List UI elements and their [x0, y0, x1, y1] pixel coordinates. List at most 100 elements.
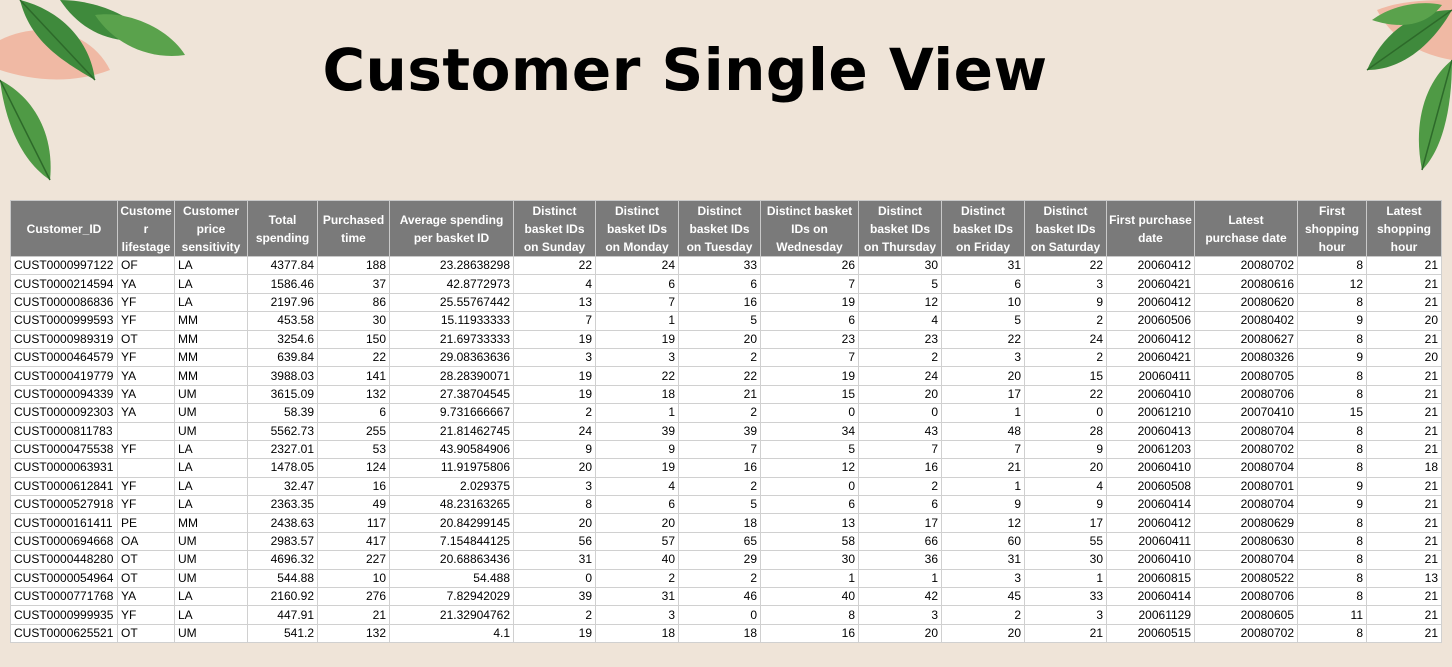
table-cell: 2	[513, 403, 596, 423]
table-cell: 40	[595, 550, 679, 570]
table-cell: 18	[1366, 458, 1442, 478]
table-cell: 3254.6	[247, 329, 318, 349]
table-cell: 7	[760, 274, 859, 294]
table-cell: 20060414	[1106, 587, 1195, 607]
table-cell: CUST0000999935	[10, 605, 118, 625]
table-cell: YA	[117, 403, 175, 423]
table-cell: 20061210	[1106, 403, 1195, 423]
table-cell: LA	[174, 587, 248, 607]
table-cell: 3	[595, 347, 679, 368]
table-row: CUST0000063931 LA 1478.05 124 11.91975806 20 1…	[10, 458, 1442, 478]
table-cell: 39	[513, 587, 596, 607]
table-cell: 9.731666667	[389, 403, 514, 423]
table-cell: 117	[317, 513, 390, 533]
table-cell: 8	[1297, 292, 1367, 313]
table-cell: 20	[678, 329, 761, 349]
table-cell: YF	[117, 311, 175, 331]
table-cell: 20	[1024, 458, 1107, 478]
table-cell: 2	[1024, 347, 1107, 368]
table-cell: 7	[678, 439, 761, 460]
table-cell: 16	[678, 292, 761, 313]
table-cell: YF	[117, 495, 175, 515]
table-cell: 20060815	[1106, 568, 1195, 589]
table-cell: 2	[678, 347, 761, 368]
table-cell: 9	[595, 439, 679, 460]
table-row: CUST0000989319 OT MM 3254.6 150 21.69733333 19…	[10, 329, 1442, 349]
table-cell: 21	[941, 458, 1025, 478]
table-cell: 22	[513, 255, 596, 276]
table-cell: 1	[760, 568, 859, 589]
table-cell: YA	[117, 587, 175, 607]
table-cell: 0	[1024, 403, 1107, 423]
table-cell: 86	[317, 292, 390, 313]
table-cell: 20060412	[1106, 255, 1195, 276]
table-cell: 42	[858, 587, 942, 607]
table-cell: 20080704	[1194, 421, 1298, 441]
table-cell: CUST0000094339	[10, 384, 118, 405]
table-cell: LA	[174, 274, 248, 294]
table-cell: 9	[1297, 311, 1367, 331]
table-cell: 24	[858, 366, 942, 386]
table-row: CUST0000999593 YF MM 453.58 30 15.11933333 7 1 5…	[10, 311, 1442, 331]
table-cell: 9	[1024, 439, 1107, 460]
table-cell: 8	[1297, 550, 1367, 570]
table-cell: 20060410	[1106, 458, 1195, 478]
table-cell: 417	[317, 531, 390, 552]
table-cell: 20080702	[1194, 623, 1298, 644]
table-cell: CUST0000063931	[10, 458, 118, 478]
column-header: Latest shopping hour	[1366, 200, 1442, 257]
table-cell: CUST0000464579	[10, 347, 118, 368]
table-cell: 2160.92	[247, 587, 318, 607]
table-cell: 132	[317, 384, 390, 405]
table-cell: 20	[941, 623, 1025, 644]
table-cell	[117, 458, 175, 478]
table-cell: 3	[595, 605, 679, 625]
table-cell: UM	[174, 384, 248, 405]
table-row: CUST0000811783 UM 5562.73 255 21.81462745 24 3…	[10, 421, 1442, 441]
table-cell: 20060421	[1106, 274, 1195, 294]
table-cell: 20080704	[1194, 550, 1298, 570]
table-cell: UM	[174, 403, 248, 423]
table-cell: 30	[317, 311, 390, 331]
table-cell: 22	[941, 329, 1025, 349]
table-cell: 20	[941, 366, 1025, 386]
table-cell: 21	[1366, 495, 1442, 515]
table-cell: 20080326	[1194, 347, 1298, 368]
table-cell: 13	[513, 292, 596, 313]
table-cell: 8	[1297, 568, 1367, 589]
table-cell: PE	[117, 513, 175, 533]
table-cell: CUST0000161411	[10, 513, 118, 533]
column-header: Custome r lifestage	[117, 200, 175, 257]
column-header: First purchase date	[1106, 200, 1195, 257]
table-row: CUST0000094339 YA UM 3615.09 132 27.38704545 1…	[10, 384, 1442, 405]
table-cell: 8	[1297, 366, 1367, 386]
table-cell: 5	[678, 495, 761, 515]
table-cell: 45	[941, 587, 1025, 607]
table-cell: 55	[1024, 531, 1107, 552]
table-row: CUST0000999935 YF LA 447.91 21 21.32904762 2 3 0…	[10, 605, 1442, 625]
table-cell: MM	[174, 347, 248, 368]
table-cell: 21	[1366, 329, 1442, 349]
table-cell: 9	[513, 439, 596, 460]
table-cell	[117, 421, 175, 441]
table-cell: MM	[174, 329, 248, 349]
table-cell: MM	[174, 366, 248, 386]
table-cell: 20080701	[1194, 476, 1298, 497]
table-cell: 24	[513, 421, 596, 441]
plant-leaves-icon	[1366, 0, 1452, 171]
table-cell: 46	[678, 587, 761, 607]
table-cell: 21	[1366, 587, 1442, 607]
column-header: Latest purchase date	[1194, 200, 1298, 257]
table-cell: LA	[174, 255, 248, 276]
table-cell: 26	[760, 255, 859, 276]
table-cell: OT	[117, 329, 175, 349]
table-cell: 2.029375	[389, 476, 514, 497]
table-cell: 18	[595, 384, 679, 405]
table-cell: 19	[760, 366, 859, 386]
table-cell: CUST0000625521	[10, 623, 118, 644]
table-cell: 18	[595, 623, 679, 644]
table-cell: 2	[858, 347, 942, 368]
column-header: Average spending per basket ID	[389, 200, 514, 257]
table-cell: CUST0000811783	[10, 421, 118, 441]
column-header: Total spending	[247, 200, 318, 257]
